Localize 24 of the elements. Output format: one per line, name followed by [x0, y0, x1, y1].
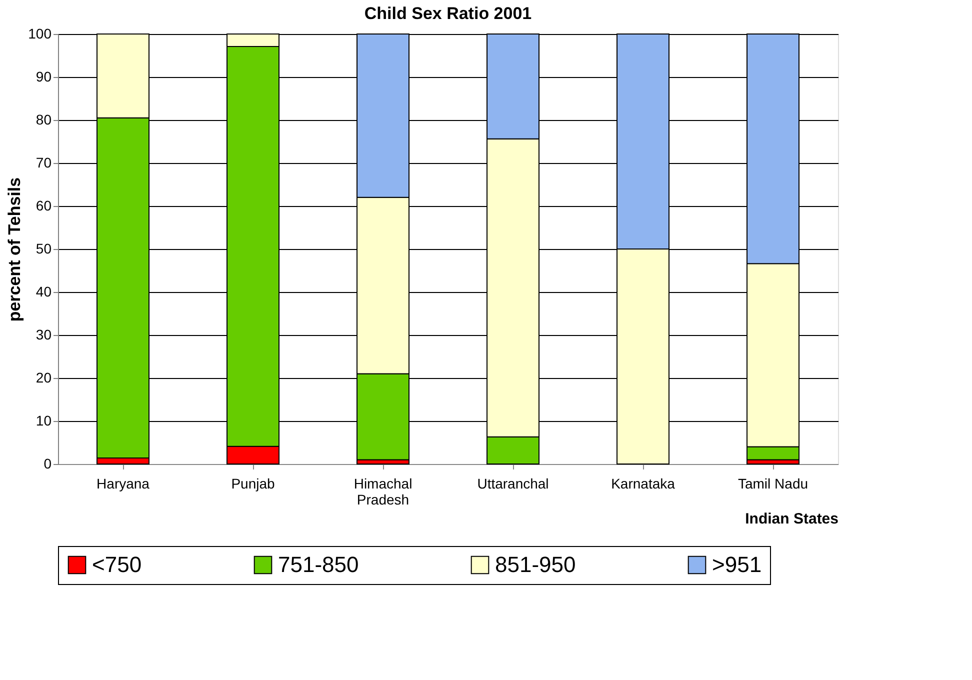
y-tick-label: 50 [36, 240, 52, 256]
x-tick-label: Uttaranchal [477, 476, 549, 492]
y-tick-label: 70 [36, 154, 52, 170]
y-axis-title: percent of Tehsils [5, 177, 24, 322]
y-tick-label: 60 [36, 198, 52, 214]
legend-label: >951 [712, 552, 762, 577]
x-tick-label: Tamil Nadu [738, 476, 808, 492]
x-axis-title: Indian States [745, 510, 838, 528]
y-tick-label: 10 [36, 412, 52, 428]
y-tick-label: 90 [36, 68, 52, 84]
legend-label: 751-850 [278, 552, 359, 577]
legend-label: 851-950 [495, 552, 576, 577]
chart-title: Child Sex Ratio 2001 [364, 4, 532, 23]
x-tick-label: Karnataka [611, 476, 676, 492]
x-tick-label: Haryana [96, 476, 150, 492]
y-tick-label: 20 [36, 370, 52, 386]
x-tick-label: Punjab [231, 476, 276, 492]
legend-label: <750 [92, 552, 142, 577]
y-tick-label: 0 [44, 456, 52, 472]
y-tick-label: 40 [36, 284, 52, 300]
y-tick-label: 100 [28, 26, 52, 42]
y-tick-label: 80 [36, 112, 52, 128]
y-tick-label: 30 [36, 326, 52, 342]
x-tick-label: Himachal Pradesh [354, 476, 412, 508]
